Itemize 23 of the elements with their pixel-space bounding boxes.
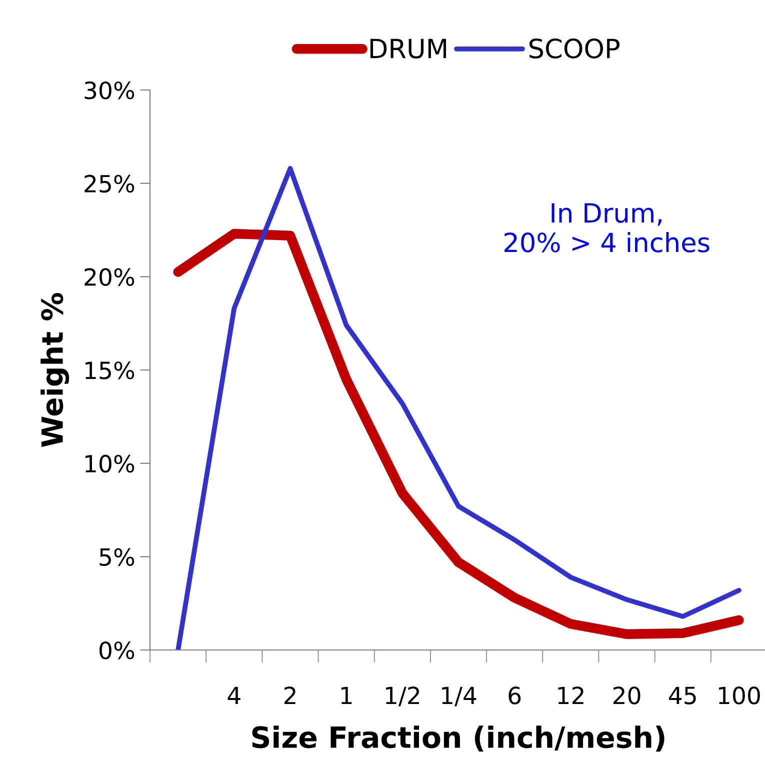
y-tick-label: 30% <box>84 81 134 100</box>
x-axis-title: Size Fraction (inch/mesh) <box>252 726 664 752</box>
x-tick-label: 45 <box>668 686 696 704</box>
y-tick-label: 10% <box>86 454 134 473</box>
x-tick-label: 2 <box>284 686 296 704</box>
y-tick-label: 20% <box>84 268 134 286</box>
x-tick-label: 1/4 <box>442 686 476 706</box>
y-axis-title: Weight % <box>40 293 70 448</box>
x-tick-label: 20 <box>613 686 640 704</box>
y-tick-label: 0% <box>100 641 134 660</box>
x-tick-label: 12 <box>558 686 584 704</box>
x-tick-label: 6 <box>508 686 521 704</box>
legend-label: DRUM <box>370 38 446 58</box>
x-tick-label: 1/2 <box>386 686 420 706</box>
y-tick-label: 5% <box>100 548 134 566</box>
line-series <box>176 166 742 650</box>
annotation: In Drum, 20% > 4 inches <box>504 203 710 252</box>
x-tick-label: 1 <box>341 686 352 704</box>
x-tick-label: 4 <box>228 686 240 704</box>
legend-label: SCOOP <box>530 38 620 58</box>
y-tick-label: 15% <box>86 361 134 380</box>
y-tick-label: 25% <box>84 174 134 193</box>
x-tick-label: 100 <box>719 686 760 704</box>
